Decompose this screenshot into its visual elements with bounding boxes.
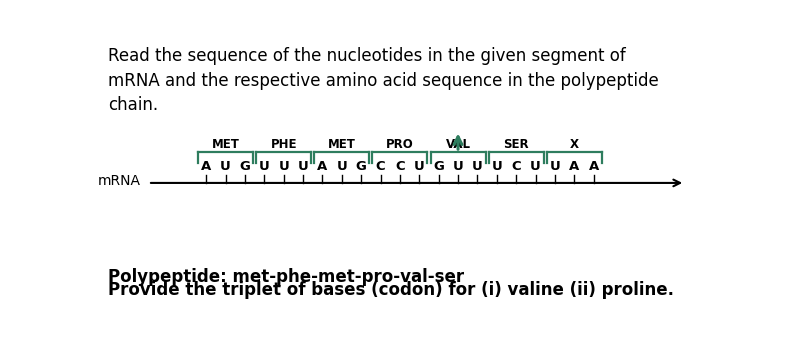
- Text: C: C: [511, 160, 521, 173]
- Text: A: A: [569, 160, 579, 173]
- Text: G: G: [239, 160, 250, 173]
- Text: PHE: PHE: [270, 138, 297, 151]
- Text: G: G: [356, 160, 366, 173]
- Text: U: U: [220, 160, 231, 173]
- Text: U: U: [550, 160, 560, 173]
- Text: U: U: [298, 160, 309, 173]
- Text: VAL: VAL: [446, 138, 470, 151]
- Text: U: U: [472, 160, 483, 173]
- Text: Provide the triplet of bases (codon) for (i) valine (ii) proline.: Provide the triplet of bases (codon) for…: [108, 281, 674, 299]
- Text: U: U: [259, 160, 270, 173]
- Text: U: U: [414, 160, 425, 173]
- Text: G: G: [434, 160, 444, 173]
- Text: MET: MET: [212, 138, 239, 151]
- Text: MET: MET: [328, 138, 356, 151]
- Text: C: C: [395, 160, 405, 173]
- Text: U: U: [337, 160, 347, 173]
- Text: U: U: [491, 160, 502, 173]
- Text: A: A: [201, 160, 211, 173]
- Text: U: U: [278, 160, 289, 173]
- Text: mRNA: mRNA: [98, 174, 140, 188]
- Text: Polypeptide: met-phe-met-pro-val-ser: Polypeptide: met-phe-met-pro-val-ser: [108, 268, 464, 286]
- Text: SER: SER: [503, 138, 529, 151]
- Text: X: X: [570, 138, 578, 151]
- Text: U: U: [530, 160, 541, 173]
- Text: U: U: [453, 160, 463, 173]
- Text: Read the sequence of the nucleotides in the given segment of
mRNA and the respec: Read the sequence of the nucleotides in …: [108, 48, 658, 114]
- Text: A: A: [589, 160, 598, 173]
- Text: A: A: [318, 160, 327, 173]
- Text: C: C: [376, 160, 386, 173]
- Text: PRO: PRO: [386, 138, 414, 151]
